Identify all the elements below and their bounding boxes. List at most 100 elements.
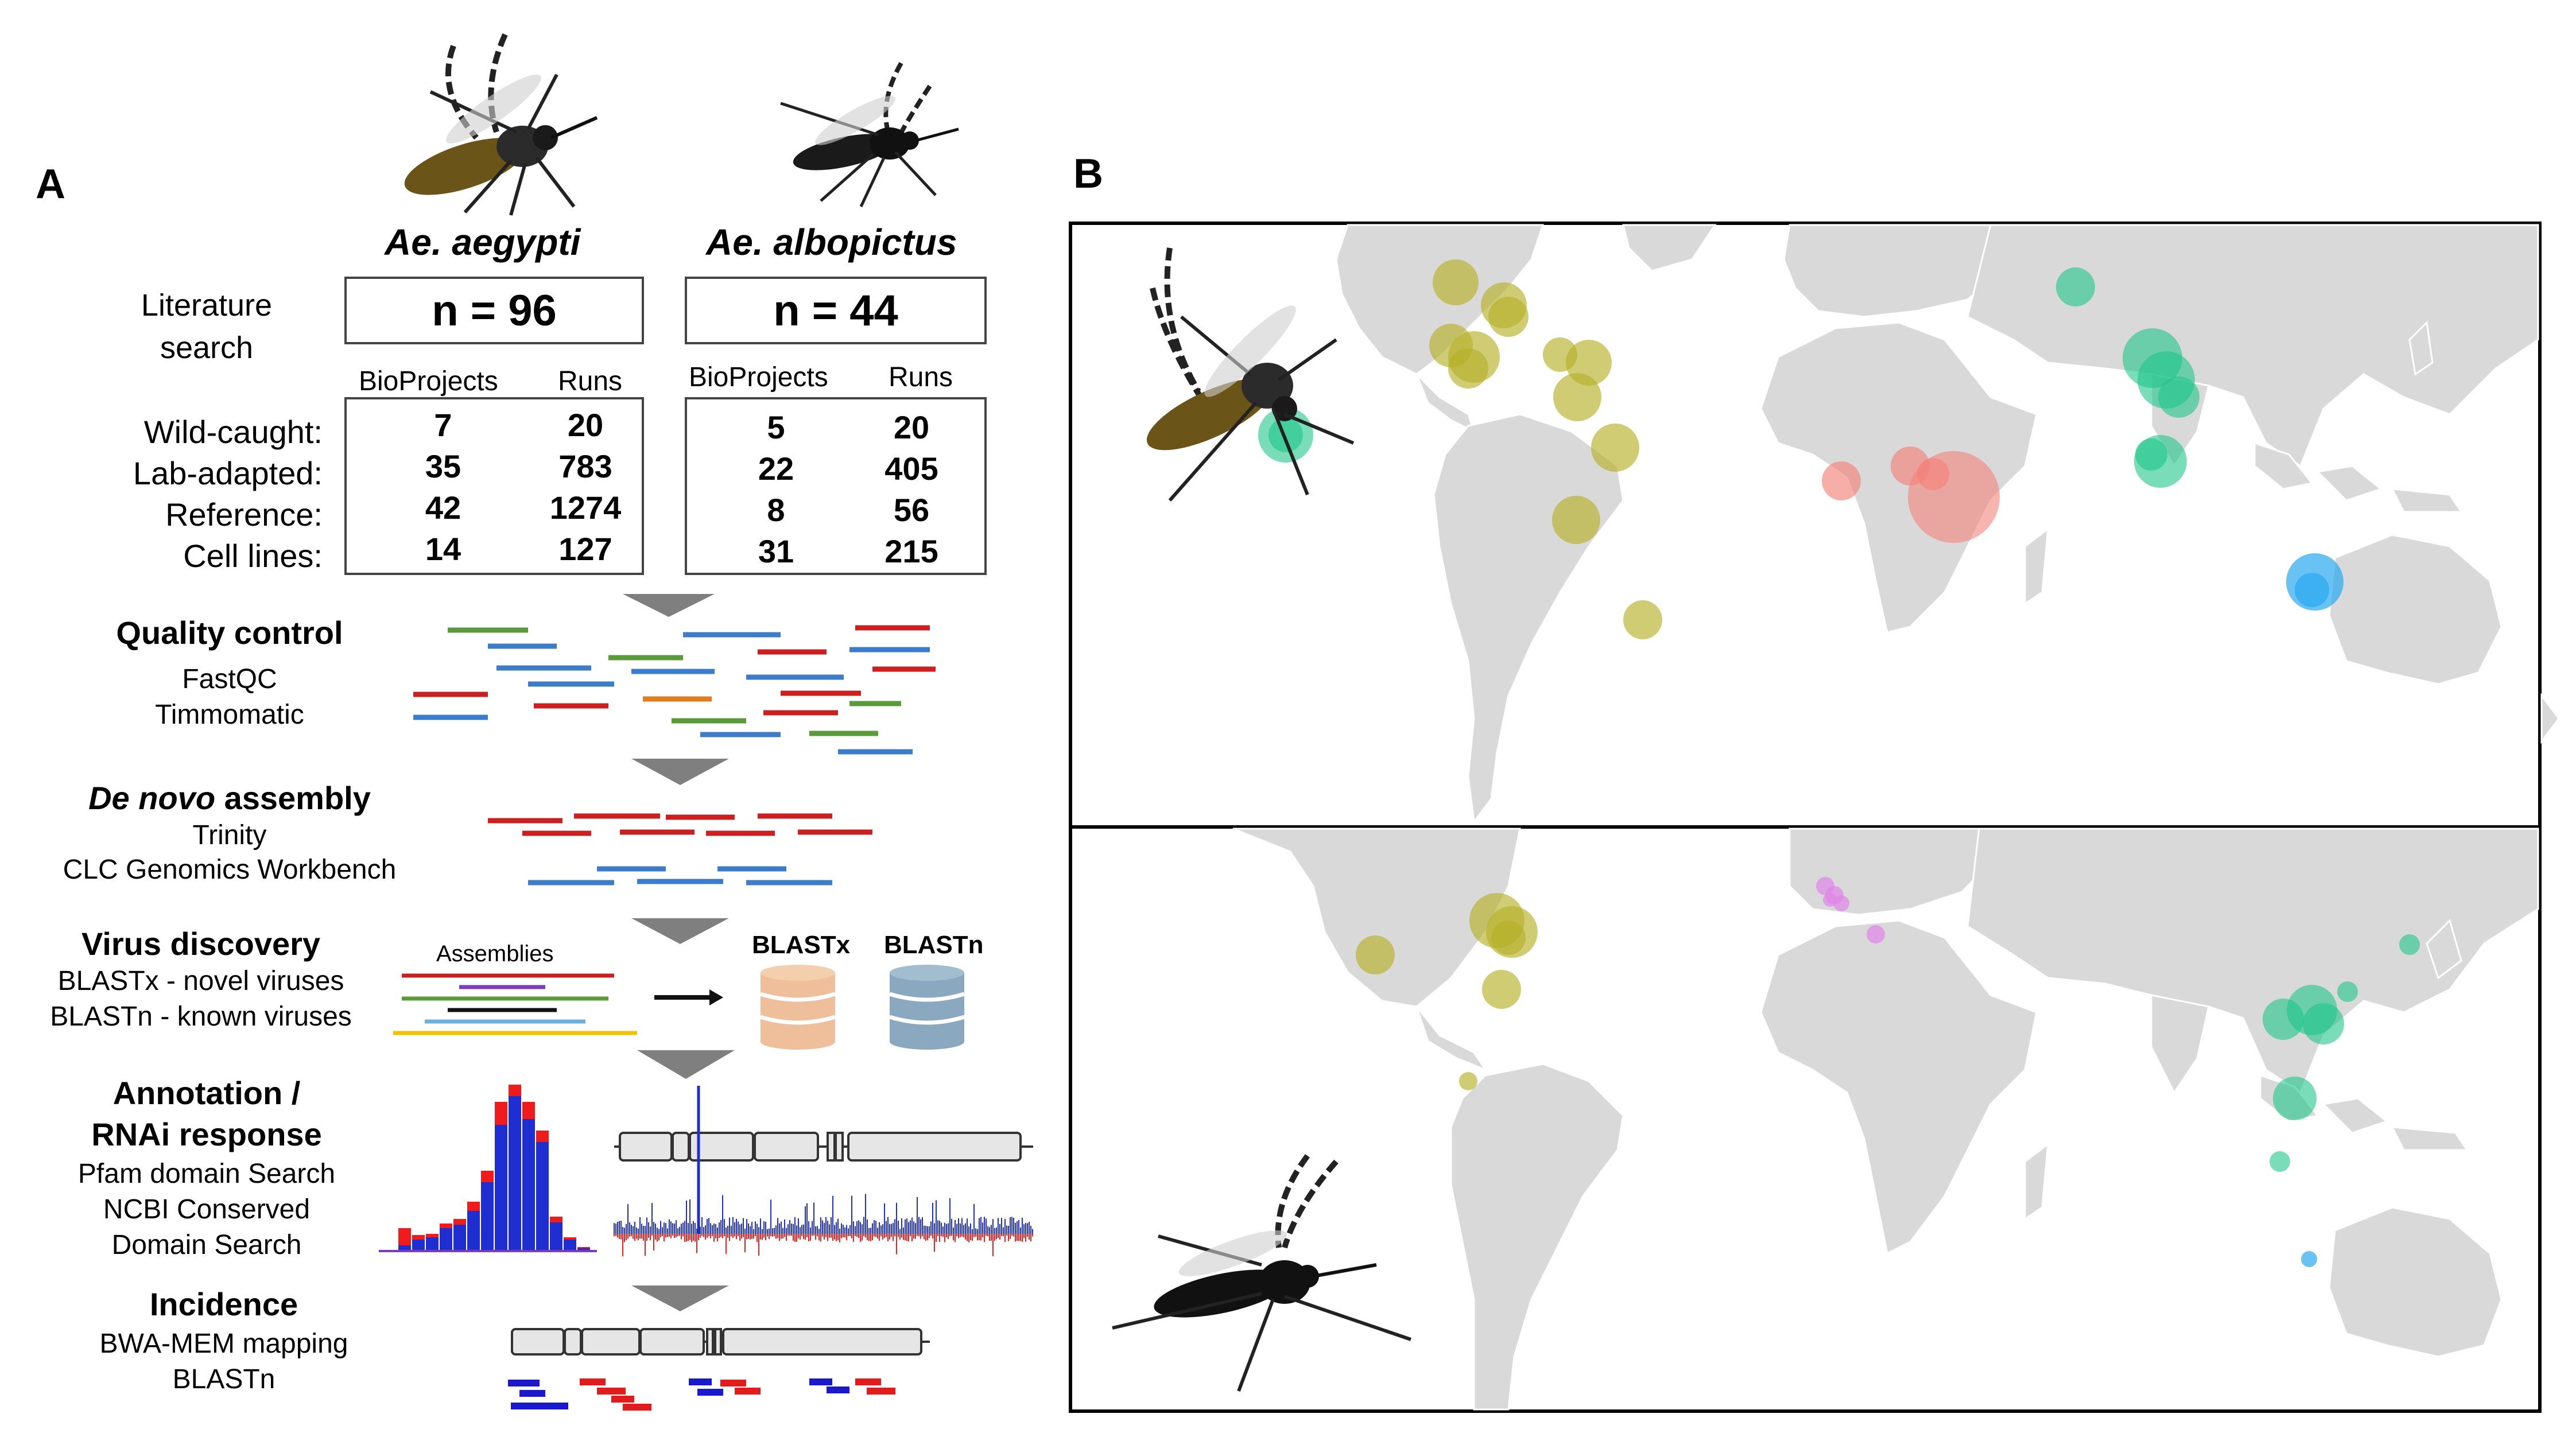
discovery-sub2: BLASTn - known viruses (50, 1001, 352, 1032)
assemblies-label: Assemblies (436, 941, 554, 966)
annotation-sub3: Domain Search (111, 1230, 302, 1260)
assembly-title-italic: De novo (88, 780, 216, 816)
histogram-bar-red (522, 1102, 535, 1119)
col-header-runs-aegypti: Runs (558, 366, 623, 397)
blastn-label: BLASTn (884, 931, 984, 959)
world-map-aegypti (1258, 224, 2560, 824)
histogram-bar-red (398, 1228, 411, 1245)
arrow-down-3 (631, 918, 729, 944)
aegypti-wild-runs: 20 (567, 407, 604, 443)
histogram-bar-blue (536, 1142, 549, 1251)
literature-search-label: Literature search (103, 284, 310, 369)
qc-title: Quality control (116, 615, 343, 651)
size-distribution-histogram (379, 1085, 597, 1252)
aegypti-ref-bioprojects: 42 (425, 490, 461, 526)
map-albopictus-mosquito-icon (1112, 1154, 1411, 1392)
assembly-sub2: CLC Genomics Workbench (63, 855, 397, 885)
histogram-bar-red (495, 1102, 507, 1125)
panel-a-letter: A (36, 161, 65, 207)
row-label-lab-adapted: Lab-adapted: (133, 455, 323, 491)
literature-label-line2: search (160, 331, 254, 365)
histogram-bar-red (564, 1237, 576, 1240)
histogram-bar-red (577, 1247, 590, 1248)
coverage-plot-illustration (614, 1086, 1033, 1257)
histogram-bar-blue (426, 1237, 439, 1251)
aegypti-sample-points (1258, 259, 2344, 639)
histogram-bar-blue (467, 1211, 480, 1251)
albopictus-ref-runs: 56 (893, 492, 930, 528)
annotation-sub2: NCBI Conserved (103, 1194, 311, 1225)
histogram-bar-red (412, 1235, 425, 1240)
assembly-sub1: Trinity (192, 820, 267, 850)
histogram-bar-red (426, 1234, 439, 1237)
incidence-sub1: BWA-MEM mapping (99, 1329, 348, 1359)
blastx-database-icon (759, 965, 836, 1050)
assembly-title: De novo assembly (57, 779, 402, 817)
col-header-runs-albopictus: Runs (889, 362, 953, 393)
albopictus-lab-bioprojects: 22 (758, 450, 794, 487)
albopictus-sample-points (1356, 877, 2420, 1267)
albopictus-cell-runs: 215 (884, 533, 938, 569)
map-albopictus (1069, 825, 2542, 1413)
albopictus-ref-bioprojects: 8 (767, 492, 785, 528)
histogram-bar-blue (495, 1125, 507, 1251)
histogram-bar-blue (453, 1225, 466, 1251)
assembly-title-rest: assembly (215, 780, 371, 816)
assembly-contigs-illustration (488, 813, 872, 885)
albopictus-wild-bioprojects: 5 (767, 409, 785, 445)
aedes-aegypti-mosquito-icon (404, 33, 598, 216)
annotation-title-2: RNAi response (91, 1116, 322, 1152)
blastn-database-icon (889, 965, 965, 1050)
annotation-sub1: Pfam domain Search (77, 1159, 336, 1189)
arrow-down-2 (631, 759, 729, 785)
arrow-down-4 (637, 1050, 735, 1079)
histogram-bar-blue (550, 1222, 562, 1251)
histogram-bar-red (467, 1202, 480, 1211)
albopictus-cell-bioprojects: 31 (758, 533, 794, 569)
histogram-bar-red (453, 1219, 466, 1225)
col-header-bioprojects-albopictus: BioProjects (689, 362, 828, 393)
assemblies-illustration (393, 973, 637, 1035)
histogram-bar-blue (509, 1096, 521, 1251)
arrow-right-icon (654, 989, 723, 1005)
discovery-title: Virus discovery (81, 926, 321, 962)
data-box-aegypti (344, 397, 644, 575)
n-count-albopictus: n = 44 (685, 277, 987, 344)
histogram-bar-red (481, 1171, 494, 1182)
histogram-bar-blue (522, 1119, 535, 1251)
qc-sub1: FastQC (182, 664, 277, 694)
col-header-bioprojects-aegypti: BioProjects (359, 366, 498, 397)
row-label-reference: Reference: (165, 496, 323, 533)
histogram-bar-blue (440, 1228, 452, 1251)
incidence-mapping-illustration (508, 1328, 930, 1411)
arrow-down-1 (623, 594, 715, 617)
literature-label-line1: Literature (141, 288, 273, 323)
arrow-down-5 (631, 1285, 729, 1311)
histogram-bar-blue (412, 1240, 425, 1251)
histogram-bar-blue (481, 1182, 494, 1251)
aegypti-lab-runs: 783 (558, 448, 612, 484)
albopictus-lab-runs: 405 (884, 450, 938, 487)
discovery-sub1: BLASTx - novel viruses (57, 966, 344, 996)
histogram-bar-blue (398, 1245, 411, 1251)
aegypti-cell-runs: 127 (558, 531, 612, 567)
aegypti-wild-bioprojects: 7 (434, 407, 452, 443)
species-label-aegypti: Ae. aegypti (385, 222, 581, 263)
map-aegypti (1069, 222, 2560, 829)
histogram-bar-blue (577, 1248, 590, 1251)
qc-reads-illustration (413, 625, 936, 755)
row-label-wild-caught: Wild-caught: (143, 414, 323, 450)
data-box-albopictus (685, 397, 987, 575)
aegypti-ref-runs: 1274 (549, 490, 622, 526)
histogram-bar-blue (564, 1240, 576, 1251)
qc-sub2: Timmomatic (155, 700, 304, 730)
aegypti-cell-bioprojects: 14 (425, 531, 461, 567)
histogram-bar-red (509, 1085, 521, 1096)
blastx-label: BLASTx (752, 931, 851, 959)
map-aegypti-mosquito-icon (1146, 247, 1355, 502)
species-label-albopictus: Ae. albopictus (706, 222, 957, 263)
histogram-bar-red (440, 1224, 452, 1228)
histogram-bar-red (536, 1131, 549, 1142)
aedes-albopictus-mosquito-icon (780, 62, 959, 208)
n-count-aegypti: n = 96 (344, 277, 644, 344)
